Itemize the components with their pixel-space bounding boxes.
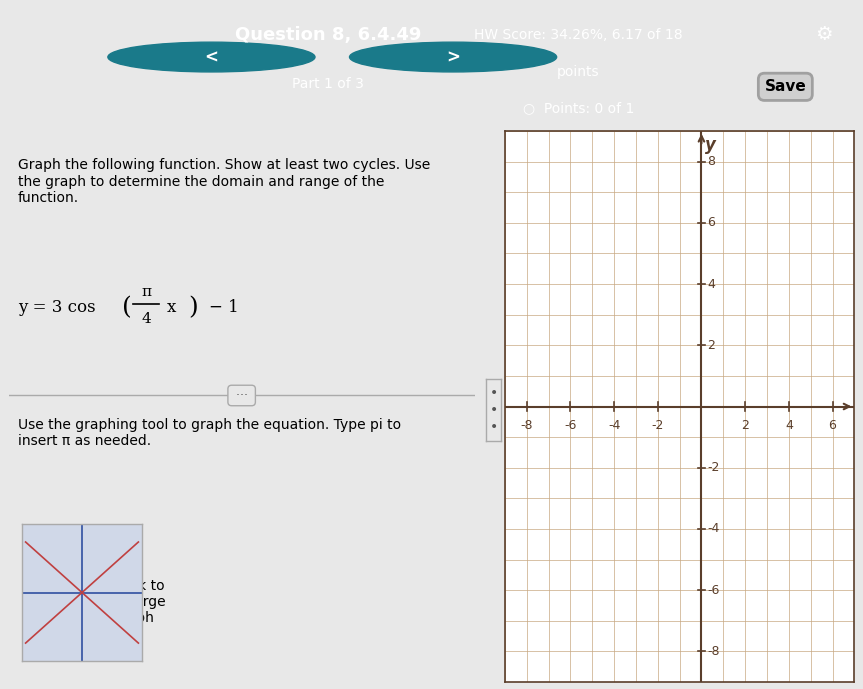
Text: -6: -6 (564, 419, 576, 432)
Text: Use the graphing tool to graph the equation. Type pi to
insert π as needed.: Use the graphing tool to graph the equat… (18, 418, 401, 448)
Text: 4: 4 (142, 312, 151, 327)
Circle shape (108, 42, 315, 72)
Text: ⚙: ⚙ (816, 25, 833, 44)
Text: -8: -8 (707, 645, 720, 658)
Text: -6: -6 (707, 584, 719, 597)
Text: π: π (141, 285, 151, 299)
Text: Save: Save (765, 79, 806, 94)
Text: 6: 6 (828, 419, 836, 432)
Text: Question 8, 6.4.49: Question 8, 6.4.49 (235, 25, 421, 43)
Text: -4: -4 (608, 419, 620, 432)
Text: points: points (557, 65, 600, 79)
Text: -4: -4 (707, 522, 719, 535)
Text: •: • (489, 403, 498, 417)
Text: (: ( (123, 296, 132, 319)
Text: − 1: − 1 (209, 299, 239, 316)
Text: •: • (489, 386, 498, 400)
Circle shape (350, 42, 557, 72)
Text: -8: -8 (520, 419, 533, 432)
Text: <: < (205, 48, 218, 66)
Text: y: y (705, 136, 715, 154)
Text: 2: 2 (707, 339, 715, 352)
Text: Part 1 of 3: Part 1 of 3 (292, 77, 364, 92)
Text: 4: 4 (784, 419, 793, 432)
Text: 4: 4 (707, 278, 715, 291)
Text: HW Score: 34.26%, 6.17 of 18: HW Score: 34.26%, 6.17 of 18 (474, 28, 683, 42)
Text: •: • (489, 420, 498, 434)
Text: 8: 8 (707, 155, 715, 168)
Text: ○  Points: 0 of 1: ○ Points: 0 of 1 (522, 101, 634, 115)
Text: -2: -2 (707, 461, 719, 474)
Text: -2: -2 (652, 419, 664, 432)
Text: 6: 6 (707, 216, 715, 229)
Text: x: x (167, 299, 176, 316)
Text: Click to
enlarge
graph: Click to enlarge graph (114, 579, 166, 626)
Text: ): ) (188, 296, 198, 319)
Text: 2: 2 (741, 419, 749, 432)
Text: ···: ··· (231, 389, 252, 402)
Text: >: > (446, 48, 460, 66)
Text: Graph the following function. Show at least two cycles. Use
the graph to determi: Graph the following function. Show at le… (18, 158, 430, 205)
Text: y = 3 cos: y = 3 cos (18, 299, 96, 316)
